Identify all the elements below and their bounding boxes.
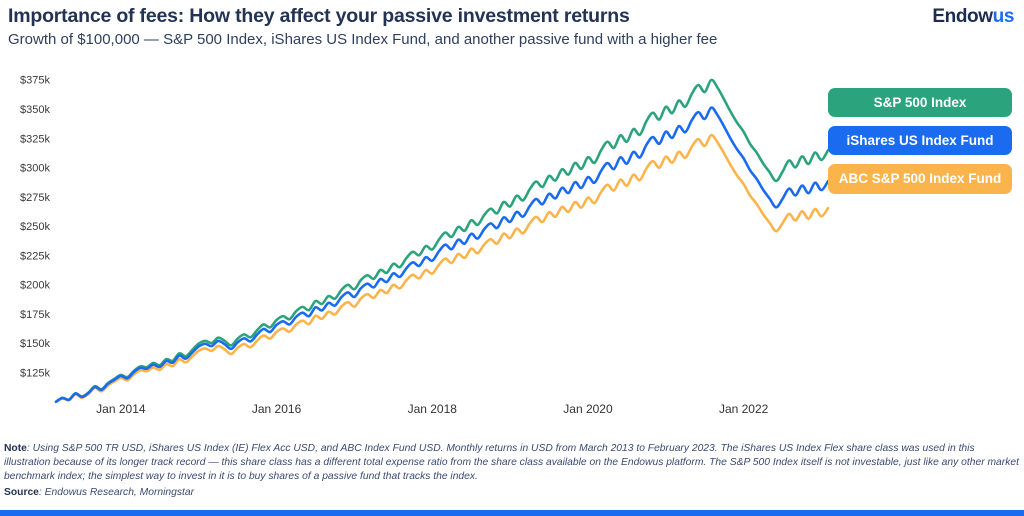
logo-main: Endow [932,6,993,27]
chart-legend: S&P 500 Index iShares US Index Fund ABC … [828,88,1012,203]
legend-item-ishares[interactable]: iShares US Index Fund [828,126,1012,155]
footnote-source: Source: Endowus Research, Morningstar [4,486,1020,500]
series-line-abc [54,133,830,404]
header: Importance of fees: How they affect your… [8,4,1016,50]
y-axis-tick-label: $150k [20,338,50,350]
legend-item-abc[interactable]: ABC S&P 500 Index Fund [828,164,1012,194]
legend-item-sp500[interactable]: S&P 500 Index [828,88,1012,117]
chart-plot-area: $125k $150k $175k $200k $225k $250k $275k $300k… [0,55,1024,415]
logo-accent: us [992,6,1015,27]
legend-label: iShares US Index Fund [846,133,994,148]
y-axis-tick-label: $250k [20,221,50,233]
y-axis-tick-label: $175k [20,309,50,321]
x-axis-tick-label: Jan 2016 [252,402,302,415]
series-line-ishares [54,106,830,404]
page-subtitle: Growth of $100,000 — S&P 500 Index, iSha… [8,31,718,48]
y-axis-tick-label: $375k [20,75,50,87]
footnote-note-label: Note [4,443,27,454]
legend-label: S&P 500 Index [873,95,967,110]
y-axis-tick-label: $300k [20,163,50,175]
y-axis-tick-label: $200k [20,280,50,292]
endowus-logo: Endowus [932,6,1014,28]
bottom-accent-bar [0,510,1024,516]
page-title: Importance of fees: How they affect your… [8,5,630,27]
y-axis-tick-label: $125k [20,367,50,379]
footnote: Note: Using S&P 500 TR USD, iShares US I… [4,442,1020,500]
y-axis-tick-label: $275k [20,192,50,204]
line-chart-svg: $125k $150k $175k $200k $225k $250k $275k $300k… [20,75,830,415]
footnote-source-text: : Endowus Research, Morningstar [38,486,195,498]
footnote-note: Note: Using S&P 500 TR USD, iShares US I… [4,442,1020,485]
x-axis-tick-label: Jan 2018 [408,402,458,415]
x-axis-tick-label: Jan 2022 [719,402,769,415]
series-line-sp500 [54,78,830,404]
y-axis-tick-label: $350k [20,104,50,116]
footnote-note-text: : Using S&P 500 TR USD, iShares US Index… [4,443,1019,483]
x-axis-tick-label: Jan 2014 [96,402,146,415]
legend-label: ABC S&P 500 Index Fund [838,171,1002,186]
y-axis-tick-label: $225k [20,250,50,262]
x-axis-tick-label: Jan 2020 [563,402,613,415]
y-axis-tick-label: $325k [20,133,50,145]
footnote-source-label: Source [4,486,39,498]
